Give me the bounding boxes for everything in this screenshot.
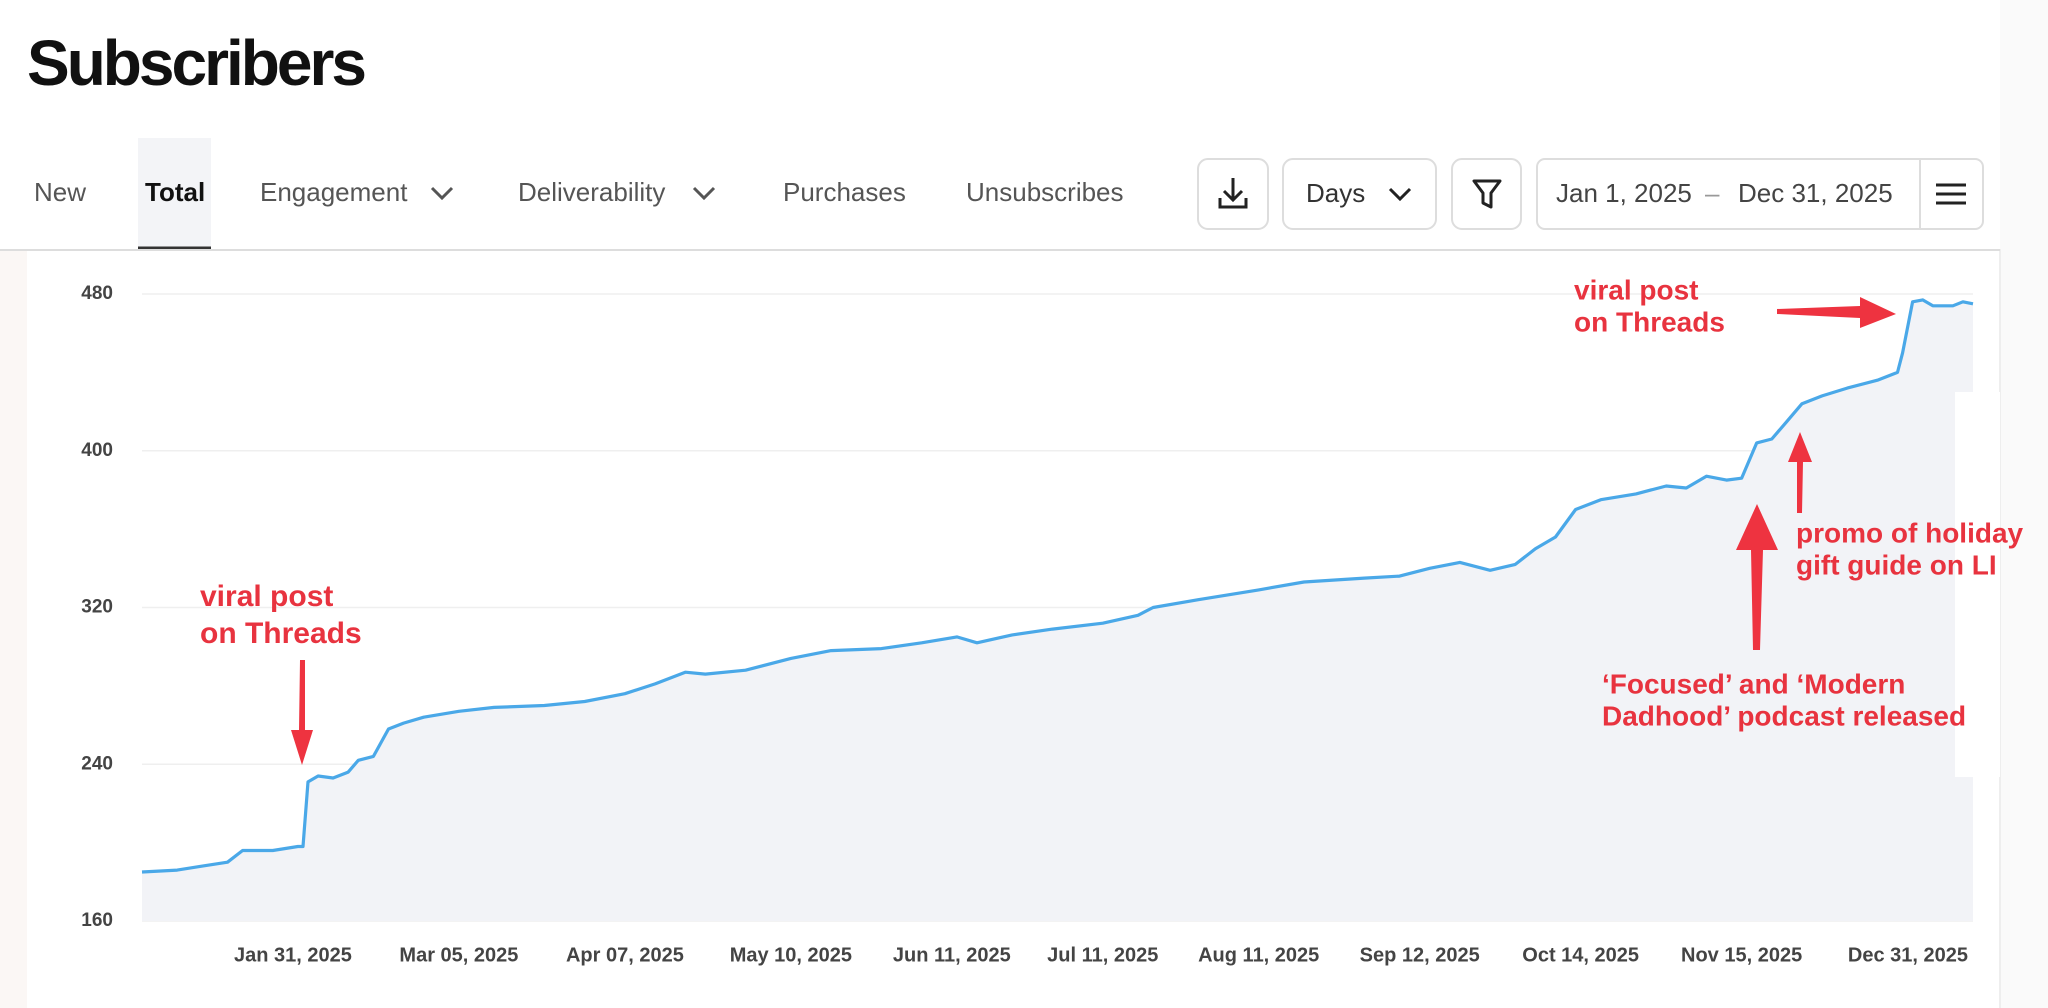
arrow (1788, 432, 1812, 513)
annotation: viral post (200, 580, 333, 613)
x-tick-label: Oct 14, 2025 (1522, 944, 1639, 966)
x-tick-label: Sep 12, 2025 (1360, 944, 1480, 966)
active-tab-bg (138, 138, 211, 249)
chevron-icon (1388, 187, 1412, 202)
date-to: Dec 31, 2025 (1738, 178, 1893, 208)
chart: 160 240 320 400 480 Jan 31, 2025 Mar 05, 2025 A… (81, 283, 1974, 966)
x-tick-label: Mar 05, 2025 (399, 944, 518, 966)
chevron-icon (430, 186, 454, 201)
menu-icon (1936, 183, 1966, 205)
arrow (1736, 504, 1778, 650)
y-tick-label: 480 (81, 283, 113, 304)
tab[interactable]: Unsubscribes (966, 177, 1124, 207)
annotation: on Threads (200, 617, 362, 650)
annotation: viral post (1574, 274, 1698, 305)
y-tick-label: 240 (81, 753, 113, 774)
x-tick-label: Aug 11, 2025 (1198, 944, 1319, 966)
arrow (291, 660, 313, 765)
interval-label: Days (1306, 178, 1365, 208)
tab[interactable]: New (34, 177, 86, 207)
side-card (1955, 392, 2000, 777)
y-tick-label: 320 (81, 597, 113, 618)
tab[interactable]: Deliverability (518, 177, 665, 207)
x-tick-label: May 10, 2025 (730, 944, 852, 966)
date-from: Jan 1, 2025 (1556, 178, 1692, 208)
side-strip (2000, 0, 2048, 1008)
side-strip (0, 249, 27, 1008)
x-tick-label: Jan 31, 2025 (234, 944, 352, 966)
annotation: Dadhood’ podcast released (1602, 700, 1966, 731)
page-title: Subscribers (27, 27, 364, 99)
annotation-arrows (291, 297, 1896, 765)
tab[interactable]: Purchases (783, 177, 906, 207)
annotation: gift guide on LI (1796, 549, 1997, 580)
annotation: on Threads (1574, 306, 1725, 337)
annotation: ‘Focused’ and ‘Modern (1602, 668, 1905, 699)
date-separator: – (1705, 178, 1720, 208)
filter-icon (1472, 179, 1502, 209)
x-tick-label: Jul 11, 2025 (1047, 944, 1158, 966)
tab[interactable]: Engagement (260, 177, 408, 207)
download-icon (1218, 178, 1248, 209)
y-tick-label: 160 (81, 910, 113, 931)
chevron-icon (692, 186, 716, 201)
x-tick-label: Nov 15, 2025 (1681, 944, 1802, 966)
tab[interactable]: Total (145, 177, 205, 207)
interval-select[interactable] (1282, 158, 1437, 230)
x-tick-label: Dec 31, 2025 (1848, 944, 1968, 966)
date-range[interactable] (1536, 158, 1984, 230)
area (142, 299, 1973, 921)
arrow (1777, 297, 1896, 328)
line (141, 298, 1974, 874)
y-tick-label: 400 (81, 440, 113, 461)
x-tick-label: Jun 11, 2025 (893, 944, 1011, 966)
filter-button[interactable] (1451, 158, 1522, 230)
annotation: promo of holiday (1796, 517, 2024, 548)
x-tick-label: Apr 07, 2025 (566, 944, 684, 966)
